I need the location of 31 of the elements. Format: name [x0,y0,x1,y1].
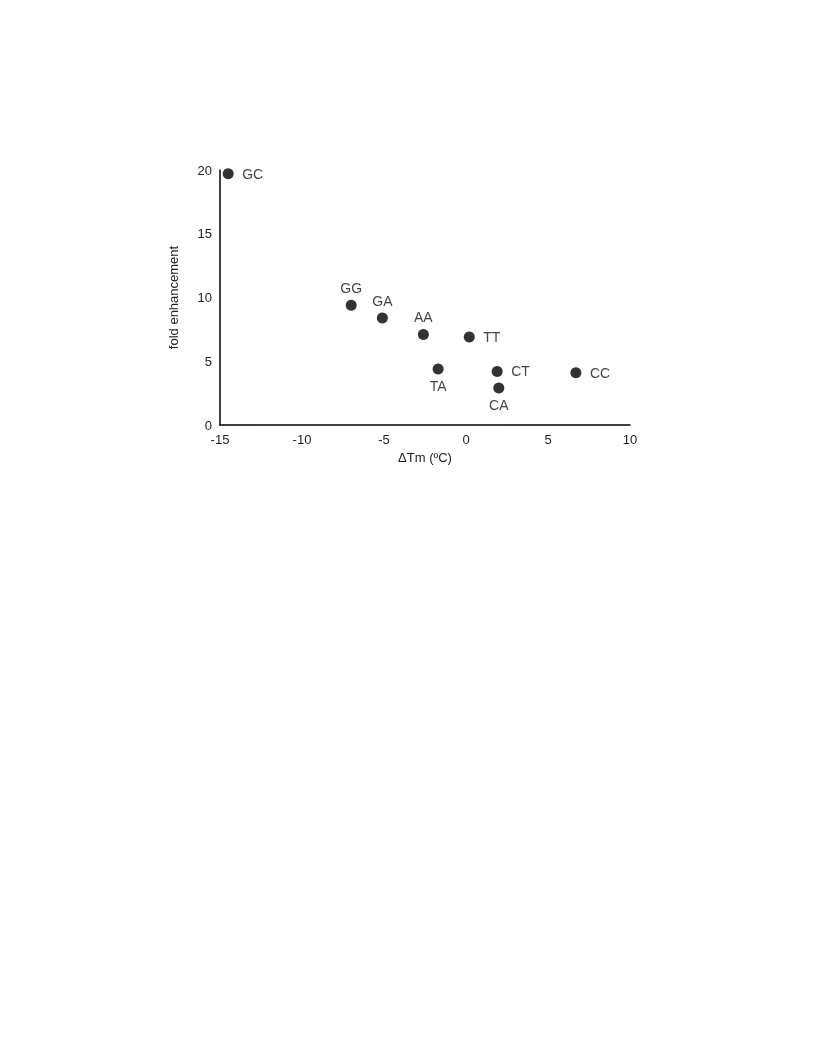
y-tick-label: 20 [197,162,212,178]
x-tick-label: 0 [462,432,470,447]
annotation: AA [414,309,434,326]
x-tick-label: 10 [622,432,638,447]
point [570,367,582,379]
point [491,365,503,377]
annotation: CA [489,397,510,414]
point [222,168,234,180]
y-axis-title: fold enhancement [166,245,181,350]
x-tick-label: -10 [292,432,312,447]
x-tick-label: -5 [378,432,390,447]
point [417,328,429,340]
point [345,299,357,311]
y-tick-label: 5 [204,353,212,369]
annotation: CT [511,363,531,380]
x-tick-label: -15 [210,432,230,447]
x-axis-title: ΔTm (ºC) [398,449,452,465]
y-tick-label: 15 [197,226,212,242]
annotation: GC [242,165,264,182]
point [493,382,505,394]
x-tick-label: 5 [544,432,552,447]
point [432,363,444,375]
point [376,312,388,324]
annotation: GG [340,280,363,297]
point [463,331,475,343]
annotation: TA [429,377,448,394]
y-tick-label: 10 [197,290,212,305]
y-tick-label: 0 [204,417,212,433]
annotation: CC [589,364,611,381]
annotation: GA [372,292,394,309]
annotation: TT [483,329,501,346]
